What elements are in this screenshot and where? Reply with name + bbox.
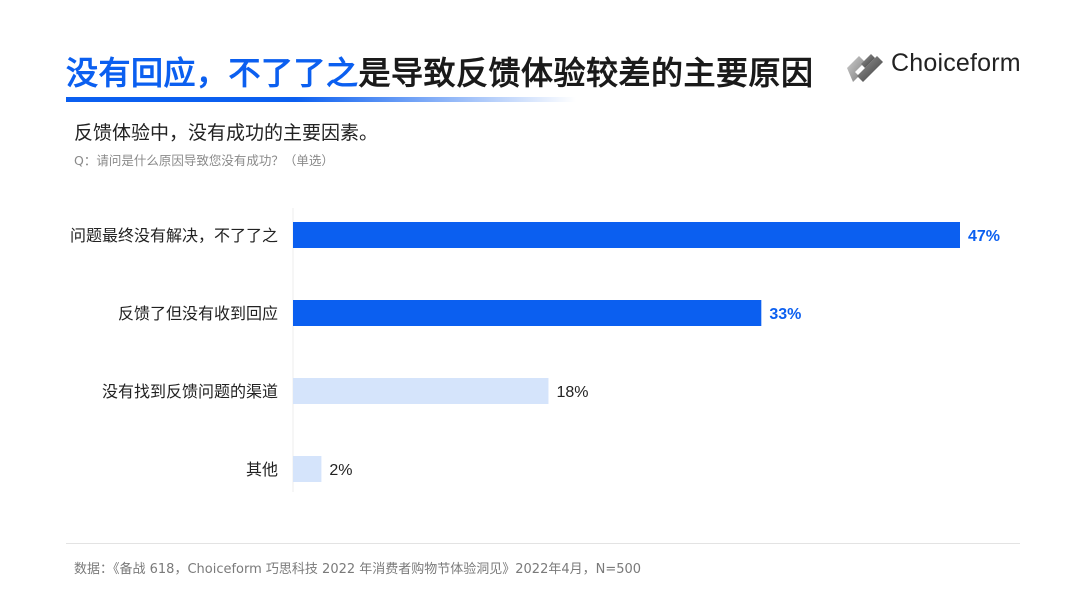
brand-logo: Choiceform [843,46,1033,86]
choiceform-logo-icon [847,54,883,82]
value-label: 33% [769,306,801,323]
bar [293,222,960,248]
survey-question: Q：请问是什么原因导致您没有成功？（单选） [74,153,334,168]
title-rest: 是导致反馈体验较差的主要原因 [358,54,814,92]
category-label: 反馈了但没有收到回应 [118,304,278,323]
value-label: 2% [329,462,352,479]
value-label: 47% [968,228,1000,245]
title-highlight: 没有回应，不了了之 [66,54,359,92]
bar [293,378,549,404]
value-label: 18% [556,384,588,401]
source-note: 数据：《备战 618，Choiceform 巧思科技 2022 年消费者购物节体… [74,562,642,577]
category-label: 问题最终没有解决，不了了之 [70,226,278,245]
category-label: 其他 [246,460,278,479]
footer-divider [66,543,1020,544]
page-title: 没有回应，不了了之是导致反馈体验较差的主要原因 [66,48,814,94]
category-label: 没有找到反馈问题的渠道 [102,382,278,401]
logo-text: Choiceform [891,49,1021,77]
bar [293,456,322,482]
title-underline [66,97,576,102]
chart-subtitle: 反馈体验中，没有成功的主要因素。 [74,122,379,144]
bar [293,300,762,326]
